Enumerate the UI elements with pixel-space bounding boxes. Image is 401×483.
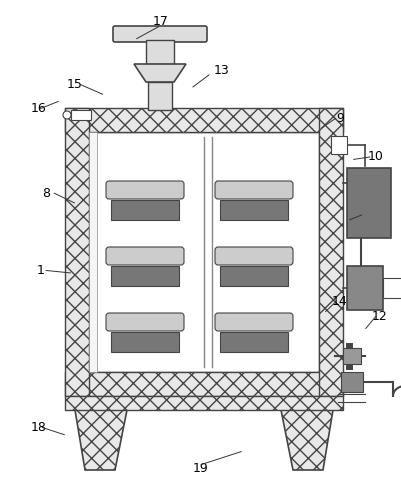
Bar <box>65 108 89 396</box>
Text: 14: 14 <box>331 296 347 308</box>
Bar <box>219 332 287 352</box>
Text: 15: 15 <box>66 78 82 91</box>
Bar <box>111 200 178 220</box>
Bar <box>65 372 342 396</box>
Bar <box>340 372 362 392</box>
Bar <box>89 132 318 372</box>
Bar <box>219 266 287 286</box>
Bar <box>65 396 342 410</box>
Bar <box>146 40 174 64</box>
Bar <box>346 168 390 238</box>
Text: 16: 16 <box>30 102 46 115</box>
Text: 8: 8 <box>42 187 50 199</box>
Text: 11: 11 <box>359 209 375 221</box>
Circle shape <box>63 111 71 119</box>
Bar <box>111 266 178 286</box>
Polygon shape <box>134 64 186 82</box>
FancyBboxPatch shape <box>106 247 184 265</box>
Bar <box>318 108 342 396</box>
Bar <box>65 108 342 132</box>
Bar <box>382 278 401 298</box>
Bar <box>89 132 97 372</box>
Bar <box>330 136 346 154</box>
FancyBboxPatch shape <box>106 181 184 199</box>
FancyBboxPatch shape <box>113 26 207 42</box>
Text: 1: 1 <box>36 264 44 277</box>
Polygon shape <box>280 410 332 470</box>
Text: 12: 12 <box>371 310 387 323</box>
FancyBboxPatch shape <box>215 181 292 199</box>
Bar <box>342 348 360 364</box>
Text: 19: 19 <box>192 462 209 475</box>
Text: 10: 10 <box>367 151 383 163</box>
Text: 18: 18 <box>30 421 46 434</box>
Text: 9: 9 <box>335 112 343 125</box>
Bar <box>219 200 287 220</box>
FancyBboxPatch shape <box>106 313 184 331</box>
Polygon shape <box>75 410 127 470</box>
Bar <box>111 332 178 352</box>
FancyBboxPatch shape <box>215 313 292 331</box>
Text: 13: 13 <box>213 64 229 76</box>
Bar <box>71 110 91 120</box>
Text: 17: 17 <box>152 15 168 28</box>
Bar <box>346 266 382 310</box>
FancyBboxPatch shape <box>215 247 292 265</box>
Bar <box>148 82 172 110</box>
